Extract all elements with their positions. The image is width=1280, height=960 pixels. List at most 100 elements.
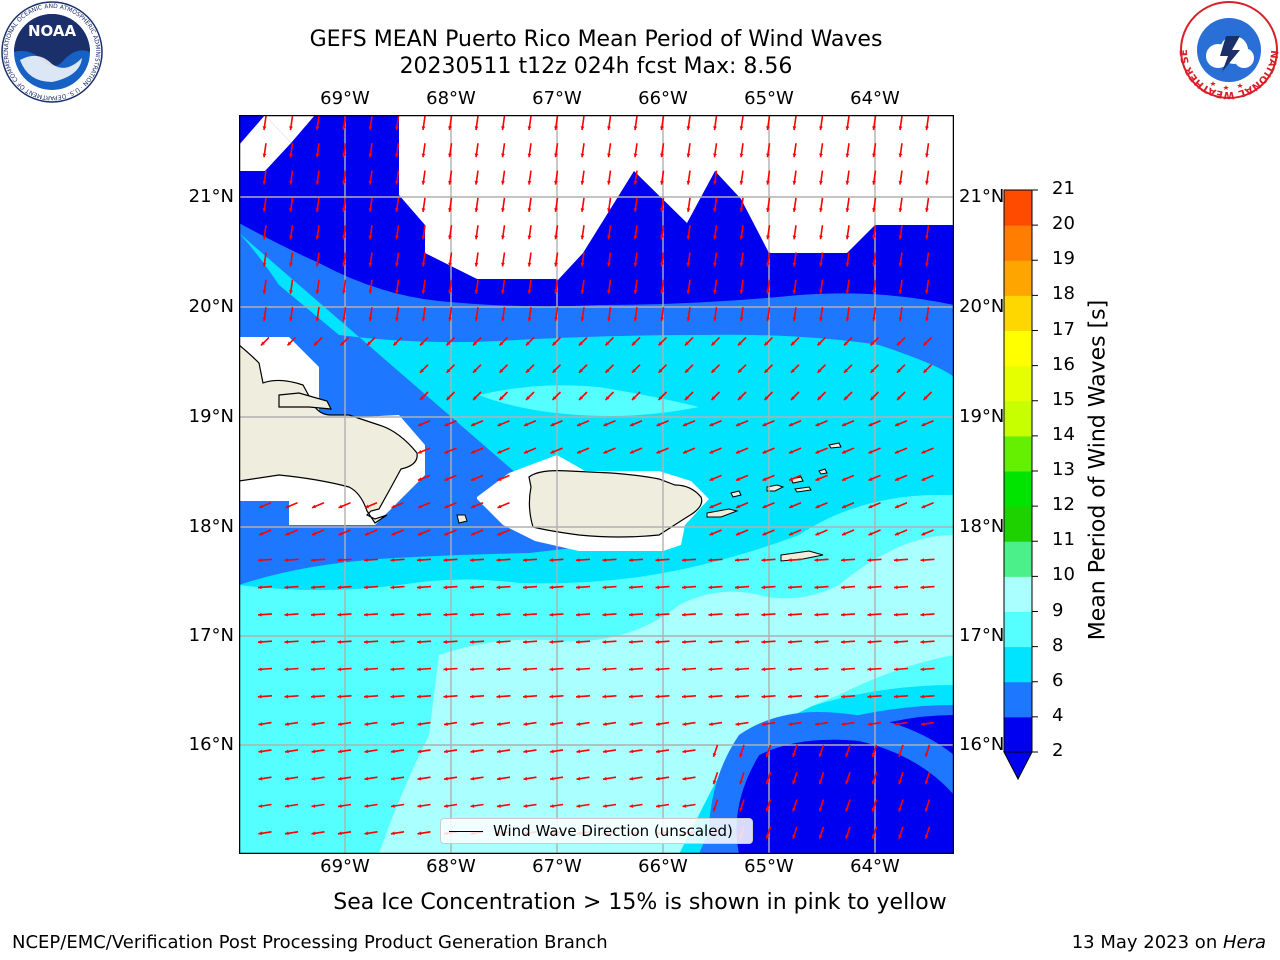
wind-wave-arrowhead xyxy=(761,667,766,672)
wind-wave-arrowhead xyxy=(898,834,902,839)
wind-wave-arrowhead xyxy=(474,317,479,322)
wind-wave-arrowhead xyxy=(841,612,845,617)
wind-wave-arrowhead xyxy=(289,153,293,158)
wind-wave-arrowhead xyxy=(792,752,796,757)
wind-wave-arrowhead xyxy=(470,612,474,617)
wind-wave-arrowhead xyxy=(580,153,585,158)
wind-wave-arrowhead xyxy=(739,317,744,322)
wind-wave-arrowhead xyxy=(920,612,925,617)
map-legend: Wind Wave Direction (unscaled) xyxy=(440,818,753,844)
wind-wave-arrowhead xyxy=(470,667,474,672)
wind-wave-arrowhead xyxy=(867,612,872,617)
wind-wave-arrowhead xyxy=(898,807,902,812)
wind-wave-arrowhead xyxy=(497,504,502,509)
wind-wave-arrowhead xyxy=(788,640,792,644)
wind-wave-arrowhead xyxy=(682,667,686,672)
colorbar-tick-label: 17 xyxy=(1052,318,1075,340)
colorbar-segment xyxy=(1004,295,1032,331)
wind-wave-arrowhead xyxy=(576,640,580,644)
lat-label-right: 21°N xyxy=(959,186,1005,207)
wind-wave-arrowhead xyxy=(289,317,293,322)
wind-wave-arrowhead xyxy=(789,449,793,454)
wind-wave-arrowhead xyxy=(897,368,901,373)
wind-wave-arrowhead xyxy=(418,504,422,509)
wind-wave-arrowhead xyxy=(766,317,770,322)
wind-wave-arrowhead xyxy=(446,341,451,346)
wind-wave-arrowhead xyxy=(421,235,426,240)
wind-wave-arrowhead xyxy=(444,749,448,754)
wind-wave-arrowhead xyxy=(762,477,767,481)
colorbar-segment xyxy=(1004,471,1032,507)
wind-wave-arrowhead xyxy=(527,180,532,185)
colorbar-segment xyxy=(1004,646,1032,683)
wind-wave-arrowhead xyxy=(337,558,342,562)
colorbar-segment xyxy=(1004,576,1032,612)
wind-wave-arrowhead xyxy=(285,504,290,509)
wind-wave-arrowhead xyxy=(448,126,452,130)
wind-wave-arrowhead xyxy=(686,290,691,294)
wind-wave-arrowhead xyxy=(792,126,797,130)
wind-wave-arrowhead xyxy=(443,585,448,590)
wind-wave-arrowhead xyxy=(473,341,477,346)
wind-wave-arrowhead xyxy=(792,208,797,212)
wind-wave-arrowhead xyxy=(789,531,793,536)
wind-wave-arrowhead xyxy=(819,126,823,130)
map-gridlines xyxy=(239,115,954,854)
wind-wave-direction-arrows xyxy=(257,115,935,840)
wind-wave-arrowhead xyxy=(315,317,320,322)
wind-wave-arrowhead xyxy=(523,694,527,699)
wind-wave-arrowhead xyxy=(602,667,607,672)
nws-logo-icon: NATIONAL WEATHER SERVICE xyxy=(1178,0,1279,100)
wind-wave-arrowhead xyxy=(576,612,580,617)
lon-label-bottom: 67°W xyxy=(532,856,582,877)
wind-wave-arrowhead xyxy=(470,776,475,781)
wind-wave-arrowhead xyxy=(284,585,289,590)
wind-wave-arrowhead xyxy=(920,640,925,644)
wind-wave-arrowhead xyxy=(818,780,823,785)
wind-wave-arrowhead xyxy=(629,804,634,808)
wind-wave-arrowhead xyxy=(421,317,426,322)
wind-wave-arrowhead xyxy=(632,341,636,346)
wind-wave-arrowhead xyxy=(342,126,346,130)
wind-wave-arrowhead xyxy=(576,558,580,562)
wind-wave-arrowhead xyxy=(871,807,876,812)
wind-wave-arrowhead xyxy=(761,694,766,699)
wind-wave-arrowhead xyxy=(660,208,664,212)
wind-wave-arrowhead xyxy=(845,834,849,839)
wind-wave-arrowhead xyxy=(712,752,717,757)
wind-wave-arrowhead xyxy=(390,585,395,590)
footer-date-text: 13 May 2023 on xyxy=(1071,932,1223,953)
wind-wave-arrowhead xyxy=(712,807,717,812)
wind-wave-arrowhead xyxy=(312,531,316,536)
wind-wave-arrowhead xyxy=(841,694,845,699)
wind-wave-arrowhead xyxy=(895,449,899,454)
wind-wave-arrowhead xyxy=(925,290,929,294)
wind-wave-arrowhead xyxy=(391,531,396,536)
wind-wave-arrowhead xyxy=(633,317,638,322)
wind-wave-arrowhead xyxy=(633,262,638,267)
lon-label-top: 68°W xyxy=(426,88,476,109)
wind-wave-arrowhead xyxy=(921,722,925,726)
wind-wave-arrowhead xyxy=(471,531,475,536)
wind-wave-arrowhead xyxy=(576,749,581,754)
wind-wave-arrowhead xyxy=(895,422,899,427)
wind-wave-arrowhead xyxy=(262,290,267,294)
wind-wave-arrowhead xyxy=(845,262,850,267)
wind-wave-arrowhead xyxy=(685,368,689,373)
wind-wave-arrowhead xyxy=(579,396,583,400)
wind-wave-arrowhead xyxy=(867,585,872,590)
wind-wave-arrowhead xyxy=(682,640,686,644)
wind-wave-arrowhead xyxy=(448,317,452,322)
wind-wave-arrowhead xyxy=(311,804,316,808)
wind-wave-arrowhead xyxy=(342,208,346,212)
wind-wave-arrowhead xyxy=(496,585,501,590)
lat-label-right: 17°N xyxy=(959,625,1005,646)
colorbar-segment xyxy=(1004,400,1032,437)
wind-wave-arrowhead xyxy=(497,449,502,454)
wind-wave-arrowhead xyxy=(527,235,532,240)
wind-wave-arrowhead xyxy=(444,477,449,481)
wind-wave-arrowhead xyxy=(762,422,767,427)
wind-wave-arrowhead xyxy=(818,807,823,812)
wind-wave-arrowhead xyxy=(550,804,554,808)
wind-wave-arrowhead xyxy=(444,776,448,781)
